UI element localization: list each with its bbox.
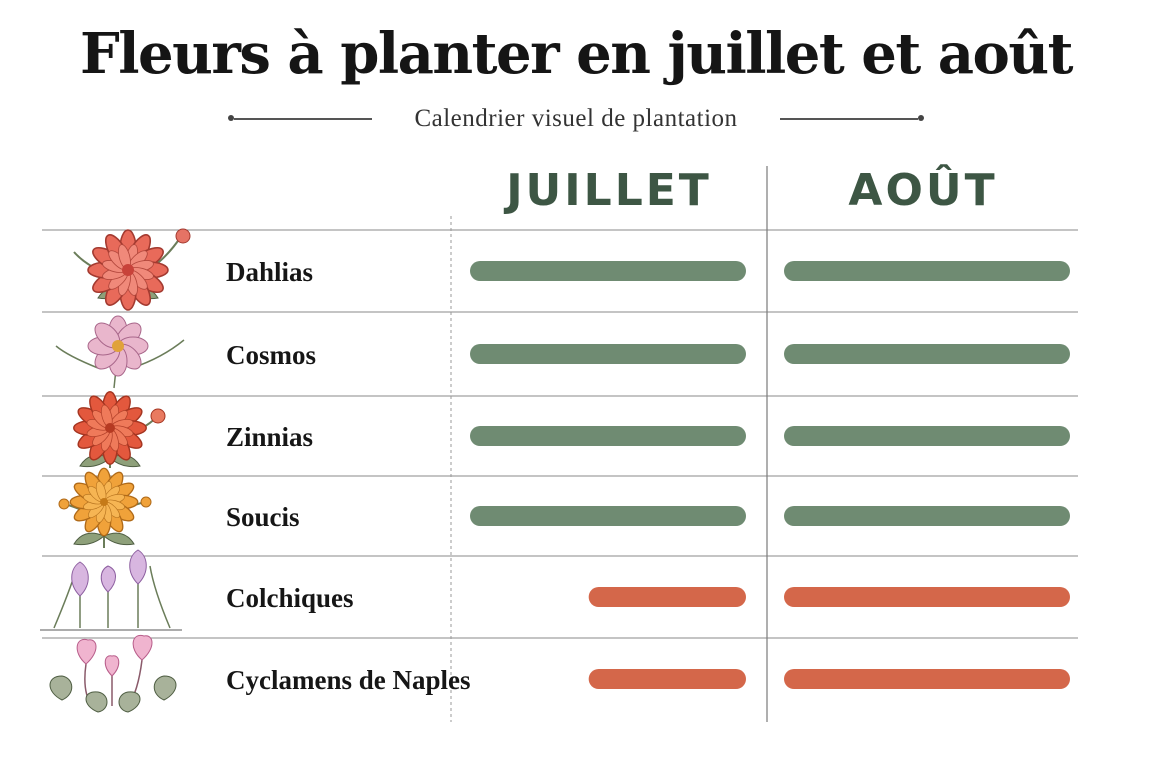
planting-bar xyxy=(470,506,746,526)
row-label: Dahlias xyxy=(226,257,313,287)
row-labels: Dahlias Cosmos Zinnias Soucis Colchiques Cycl… xyxy=(226,257,471,695)
month-header-aout: AOÛT xyxy=(848,165,998,216)
planting-bar xyxy=(784,261,1070,281)
planting-bar xyxy=(470,344,746,364)
marigold-icon xyxy=(58,467,152,548)
planting-bar xyxy=(784,344,1070,364)
planting-bar xyxy=(784,426,1070,446)
month-header-juillet: JUILLET xyxy=(506,165,712,216)
ornament-dot-left xyxy=(228,115,234,121)
ornament-line-left xyxy=(234,118,372,120)
grid-lines xyxy=(42,166,1078,722)
colchicum-icon xyxy=(40,549,182,631)
planting-bar xyxy=(784,506,1070,526)
row-label: Cyclamens de Naples xyxy=(226,665,471,695)
ornament-line-right xyxy=(780,118,918,120)
planting-bar xyxy=(470,261,746,281)
page-title: Fleurs à planter en juillet et août xyxy=(80,21,1073,87)
page-subtitle: Calendrier visuel de plantation xyxy=(414,105,738,132)
cosmos-icon xyxy=(55,315,185,389)
ornament-dot-right xyxy=(918,115,924,121)
bars-layer xyxy=(470,261,1070,689)
row-label: Cosmos xyxy=(226,340,316,370)
zinnia-icon xyxy=(73,391,166,468)
planting-bar xyxy=(588,587,746,607)
planting-bar xyxy=(784,669,1070,689)
row-label: Zinnias xyxy=(226,422,313,452)
planting-bar xyxy=(784,587,1070,607)
row-label: Soucis xyxy=(226,502,300,532)
subtitle-row: Calendrier visuel de plantation xyxy=(0,100,1152,138)
row-label: Colchiques xyxy=(226,583,354,613)
cyclamen-icon xyxy=(49,634,177,713)
dahlia-icon xyxy=(73,228,191,311)
planting-bar xyxy=(470,426,746,446)
planting-bar xyxy=(588,669,746,689)
